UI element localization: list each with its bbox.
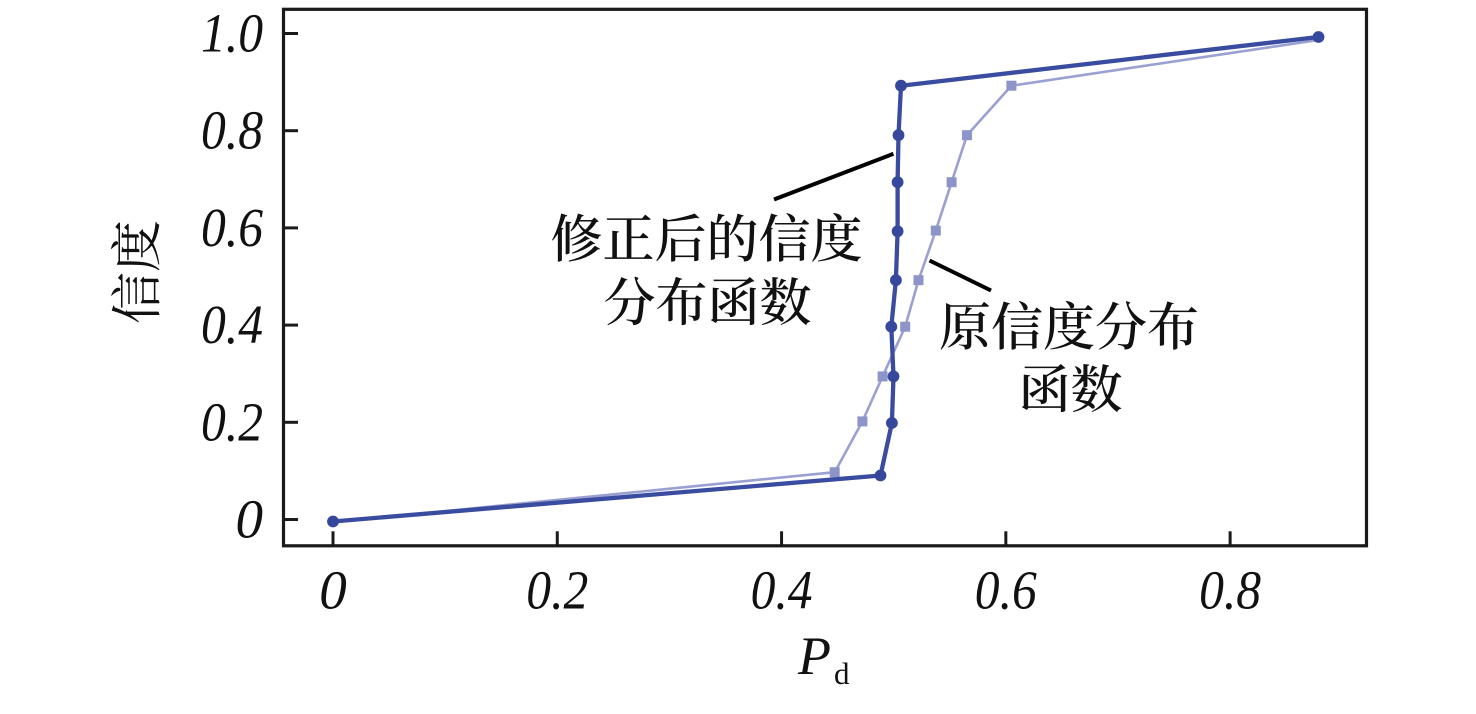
svg-text:0.2: 0.2 [201, 391, 263, 452]
svg-text:1.0: 1.0 [201, 3, 263, 64]
svg-text:0.6: 0.6 [201, 197, 263, 258]
svg-text:P: P [797, 626, 831, 686]
svg-text:0: 0 [319, 560, 347, 621]
svg-text:0.2: 0.2 [526, 560, 588, 621]
svg-text:0.6: 0.6 [975, 560, 1037, 621]
svg-text:0.4: 0.4 [201, 294, 263, 355]
svg-text:0.4: 0.4 [751, 560, 813, 621]
svg-text:0.8: 0.8 [201, 100, 263, 161]
svg-text:0: 0 [236, 489, 264, 550]
svg-text:d: d [834, 656, 850, 691]
svg-text:0.8: 0.8 [1199, 560, 1261, 621]
